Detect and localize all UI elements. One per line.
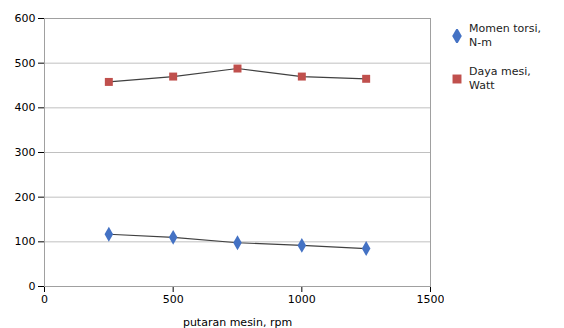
svg-text:1500: 1500 [417,293,445,306]
svg-text:300: 300 [15,146,36,159]
svg-text:200: 200 [15,191,36,204]
svg-text:400: 400 [15,101,36,114]
html-text:Daya mesi, Watt: Daya mesi, Watt [469,64,531,92]
svg-text:1000: 1000 [288,293,316,306]
svg-text:100: 100 [15,235,36,248]
svg-text:600: 600 [15,12,36,25]
svg-text:0: 0 [29,280,36,293]
svg-text:500: 500 [15,57,36,70]
svg-text:500: 500 [163,293,184,306]
svg-text:0: 0 [41,293,48,306]
svg-text:putaran mesin, rpm: putaran mesin, rpm [183,316,292,328]
html-text:Momen torsi, N-m: Momen torsi, N-m [469,22,541,50]
